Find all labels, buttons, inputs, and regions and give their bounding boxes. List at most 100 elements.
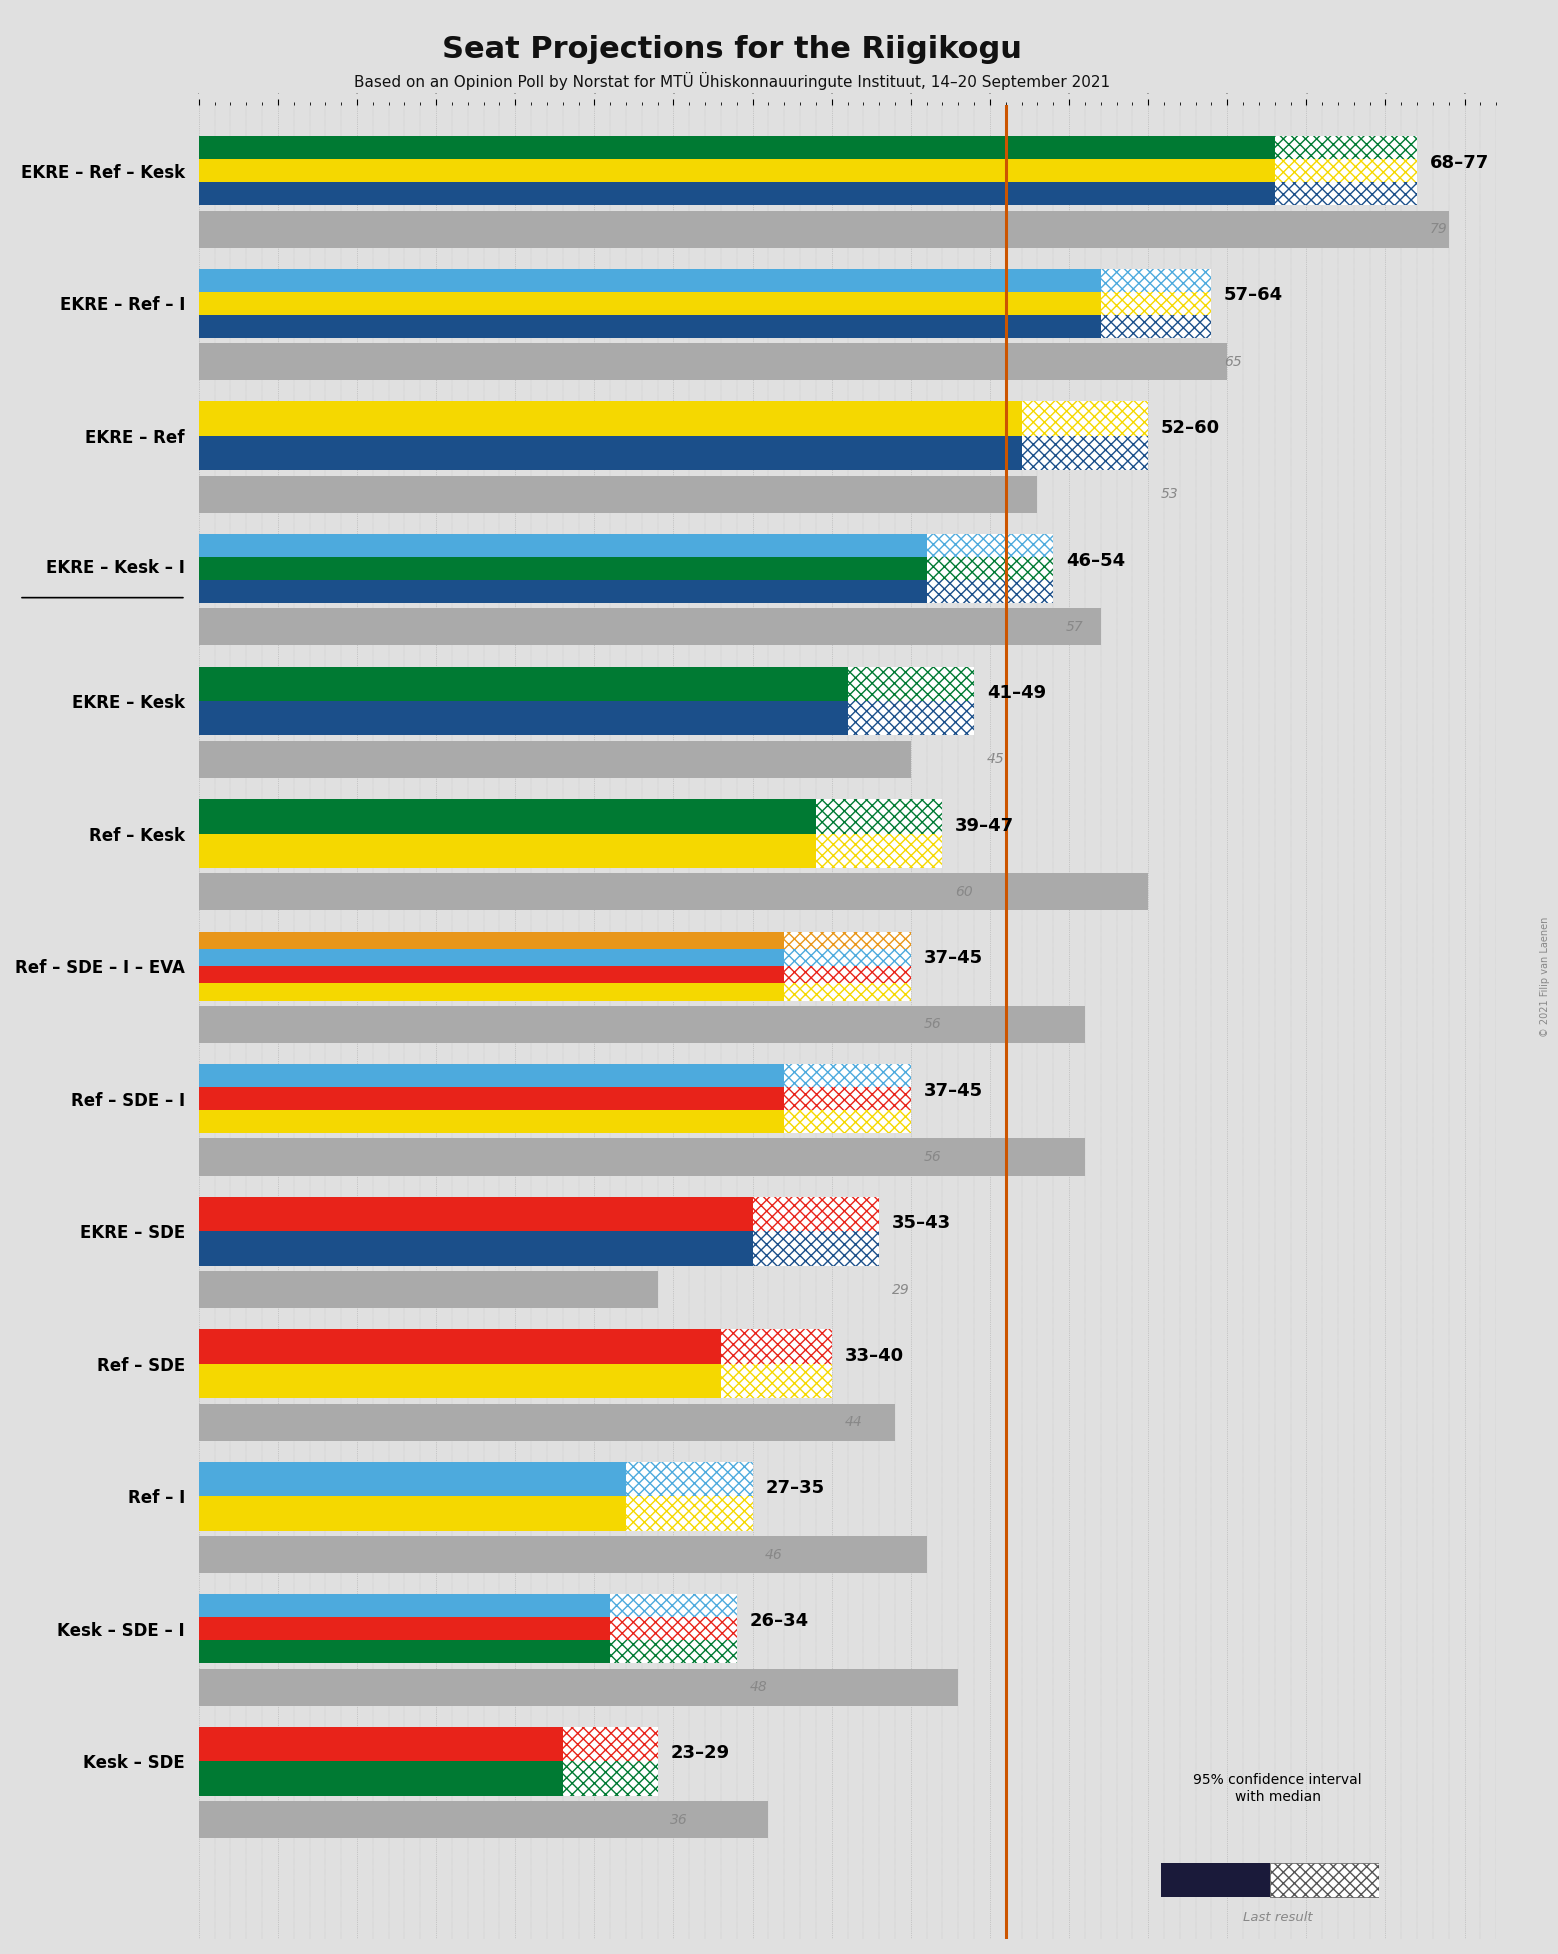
Bar — [753, 1196, 879, 1231]
Text: 57: 57 — [1066, 619, 1084, 633]
Text: 53: 53 — [1161, 487, 1178, 502]
Text: 56: 56 — [924, 1018, 941, 1032]
Bar — [721, 1329, 832, 1364]
Bar — [199, 1006, 1084, 1043]
Bar — [199, 1639, 737, 1663]
Text: 45: 45 — [986, 752, 1005, 766]
Bar — [199, 1727, 657, 1761]
Bar — [1270, 1862, 1379, 1897]
Text: 29: 29 — [891, 1282, 910, 1297]
Bar — [1022, 401, 1148, 436]
Bar — [1161, 1862, 1270, 1897]
Bar — [784, 1110, 911, 1133]
Bar — [199, 211, 1449, 248]
Bar — [816, 799, 943, 834]
Bar — [199, 1761, 657, 1796]
Bar — [784, 983, 911, 1000]
Text: 79: 79 — [1430, 223, 1447, 236]
Bar — [199, 580, 1053, 604]
Text: 36: 36 — [670, 1813, 689, 1827]
Bar — [753, 1196, 879, 1231]
Bar — [199, 1462, 753, 1497]
Bar — [611, 1594, 737, 1618]
Bar — [816, 834, 943, 868]
Bar — [562, 1727, 657, 1761]
Text: Last result: Last result — [1243, 1911, 1312, 1925]
Bar — [1274, 182, 1418, 205]
Bar — [199, 401, 1148, 436]
Text: 23–29: 23–29 — [670, 1745, 729, 1763]
Text: 95% confidence interval
with median: 95% confidence interval with median — [1193, 1774, 1362, 1804]
Bar — [199, 799, 943, 834]
Bar — [784, 965, 911, 983]
Bar — [784, 1110, 911, 1133]
Bar — [1100, 291, 1212, 315]
Bar — [927, 557, 1053, 580]
Text: 52–60: 52–60 — [1161, 418, 1220, 438]
Text: 60: 60 — [955, 885, 972, 899]
Text: EKRE – Kesk – I: EKRE – Kesk – I — [47, 559, 185, 578]
Bar — [199, 1802, 768, 1839]
Bar — [784, 965, 911, 983]
Text: 41–49: 41–49 — [986, 684, 1045, 701]
Text: 26–34: 26–34 — [749, 1612, 809, 1630]
Bar — [784, 932, 911, 950]
Bar — [199, 1669, 958, 1706]
Bar — [199, 965, 911, 983]
Text: 56: 56 — [924, 1151, 941, 1165]
Bar — [848, 666, 974, 701]
Bar — [199, 666, 974, 701]
Bar — [626, 1462, 753, 1497]
Bar — [784, 1086, 911, 1110]
Text: Seat Projections for the Riigikogu: Seat Projections for the Riigikogu — [442, 35, 1022, 64]
Bar — [199, 1403, 894, 1440]
Text: 44: 44 — [844, 1415, 862, 1428]
Bar — [1100, 315, 1212, 338]
Bar — [199, 1196, 879, 1231]
Bar — [927, 580, 1053, 604]
Bar — [1274, 137, 1418, 160]
Text: 37–45: 37–45 — [924, 1083, 983, 1100]
Bar — [199, 160, 1418, 182]
Bar — [927, 533, 1053, 557]
Bar — [199, 557, 1053, 580]
Text: 68–77: 68–77 — [1430, 154, 1489, 172]
Text: 46–54: 46–54 — [1066, 551, 1125, 569]
Bar — [199, 1364, 832, 1399]
Bar — [199, 983, 911, 1000]
Bar — [927, 533, 1053, 557]
Bar — [199, 608, 1100, 645]
Bar — [199, 291, 1212, 315]
Text: © 2021 Filip van Laenen: © 2021 Filip van Laenen — [1541, 916, 1550, 1038]
Bar — [784, 1065, 911, 1086]
Bar — [1022, 436, 1148, 471]
Bar — [611, 1594, 737, 1618]
Bar — [199, 182, 1418, 205]
Bar — [199, 873, 1148, 911]
Bar — [199, 137, 1418, 160]
Bar — [626, 1497, 753, 1530]
Bar — [721, 1364, 832, 1399]
Bar — [199, 270, 1212, 291]
Bar — [1274, 160, 1418, 182]
Bar — [784, 1086, 911, 1110]
Bar — [199, 834, 943, 868]
Text: 37–45: 37–45 — [924, 950, 983, 967]
Bar — [199, 1139, 1084, 1176]
Bar — [199, 1329, 832, 1364]
Text: 48: 48 — [749, 1680, 767, 1694]
Bar — [784, 932, 911, 950]
Bar — [1022, 401, 1148, 436]
Bar — [199, 1086, 911, 1110]
Bar — [626, 1497, 753, 1530]
Bar — [199, 701, 974, 735]
Text: 33–40: 33–40 — [844, 1346, 904, 1364]
Bar — [199, 1618, 737, 1639]
Bar — [611, 1618, 737, 1639]
Bar — [562, 1727, 657, 1761]
Bar — [199, 1594, 737, 1618]
Bar — [816, 834, 943, 868]
Bar — [611, 1639, 737, 1663]
Bar — [199, 344, 1228, 381]
Bar — [721, 1329, 832, 1364]
